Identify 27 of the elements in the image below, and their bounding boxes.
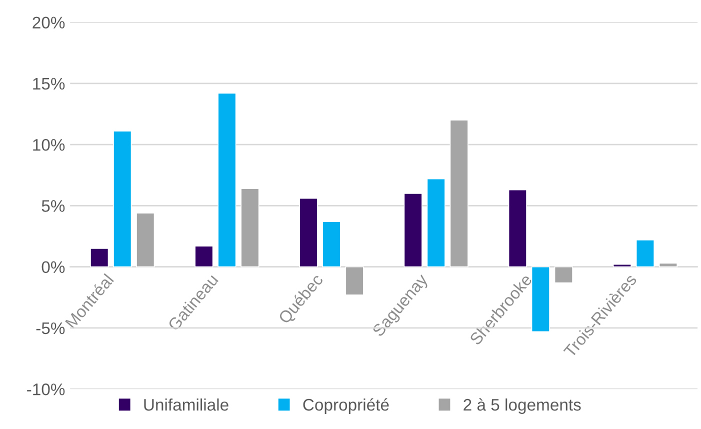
bar [508,189,527,268]
bar [612,264,632,268]
bar [531,266,550,332]
y-tick-label: 15% [33,78,65,90]
y-tick-label: 5% [42,200,65,212]
bar [136,212,155,268]
bar [322,221,341,268]
bar [426,178,446,268]
y-tick-label: 0% [42,261,65,274]
bar [113,130,132,268]
y-tick-label: 20% [32,16,65,29]
bar [450,120,468,268]
bar [240,188,260,268]
y-tick-label: -5% [36,322,65,334]
bar [90,248,109,268]
legend-label: 2 à 5 logements [464,398,581,414]
y-tick-label: -10% [27,384,65,396]
bar [636,240,655,268]
bar [299,198,318,268]
bar [194,246,214,268]
legend-label: Copropriété [303,398,389,414]
bar [345,266,364,296]
legend-label: Unifamiliale [144,398,228,411]
bar [658,262,678,268]
bar [218,92,236,268]
bar [404,193,422,268]
y-tick-label: 10% [33,138,65,151]
